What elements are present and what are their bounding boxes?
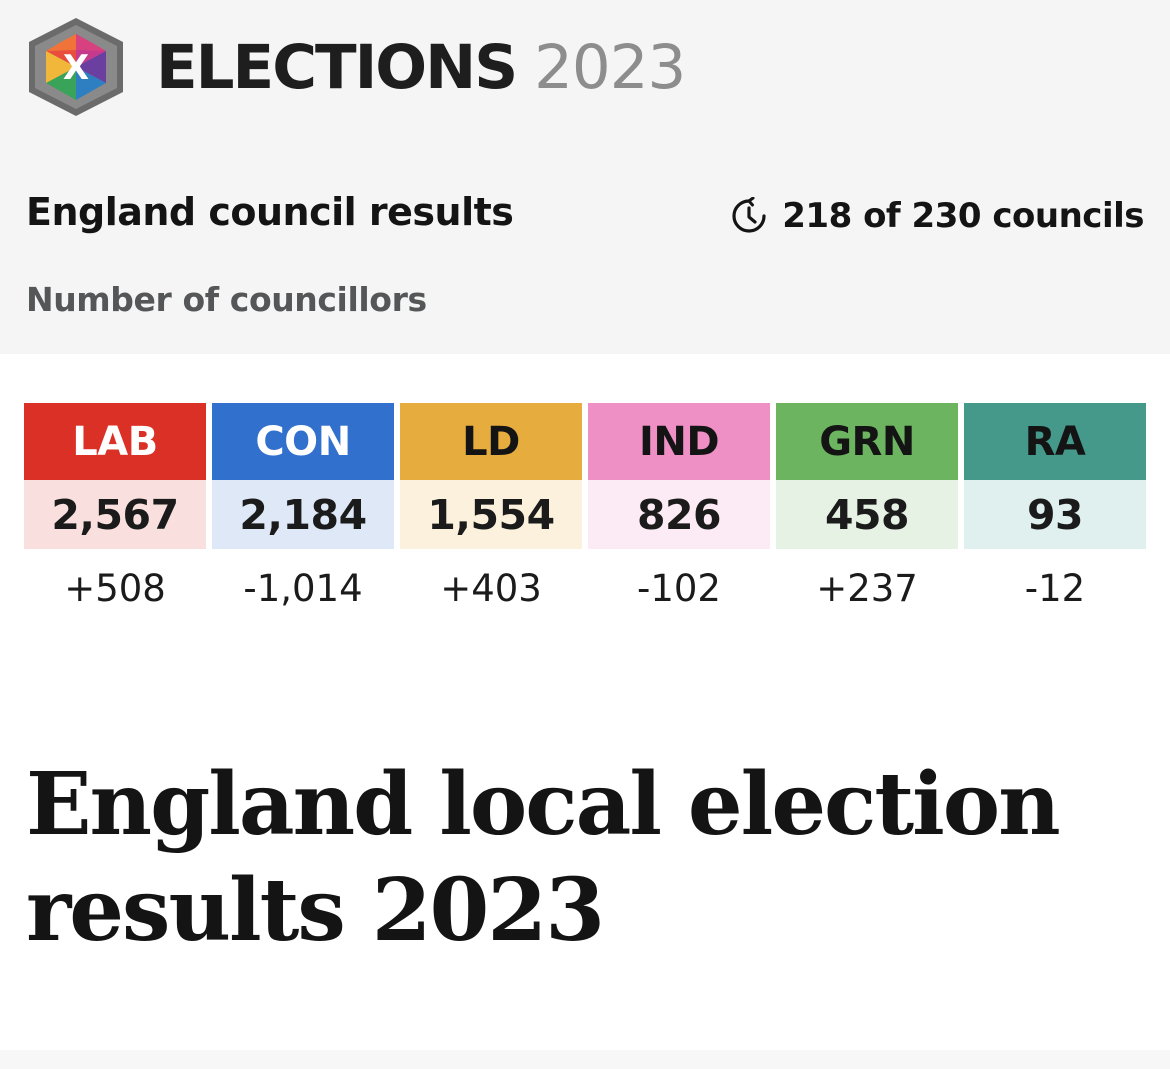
councils-declared: 218 of 230 councils: [730, 196, 1144, 236]
councils-count-text: 218 of 230 councils: [782, 196, 1144, 236]
party-label: IND: [588, 403, 770, 480]
party-card[interactable]: IND 826 -102: [588, 403, 770, 613]
bottom-divider: [0, 1050, 1170, 1069]
refresh-clock-icon: [732, 197, 766, 233]
party-label: CON: [212, 403, 394, 480]
party-card[interactable]: RA 93 -12: [964, 403, 1146, 613]
party-change: +403: [440, 566, 542, 610]
ballot-cube-x-icon: X: [29, 18, 123, 116]
brand-title: ELECTIONS: [156, 31, 518, 103]
party-change: +237: [816, 566, 918, 610]
party-change: -12: [1024, 566, 1086, 610]
logo-mark: X: [63, 48, 89, 88]
party-results: LAB 2,567 +508 CON 2,184 -1,014 LD 1,554…: [24, 403, 1146, 613]
brand-year: 2023: [534, 31, 686, 103]
party-seats: 458: [776, 480, 958, 549]
party-card[interactable]: CON 2,184 -1,014: [212, 403, 394, 613]
party-card[interactable]: LAB 2,567 +508: [24, 403, 206, 613]
party-card[interactable]: GRN 458 +237: [776, 403, 958, 613]
results-subtitle: Number of councillors: [26, 280, 427, 319]
party-label: LD: [400, 403, 582, 480]
party-change: -1,014: [243, 566, 363, 610]
party-label: GRN: [776, 403, 958, 480]
party-seats: 1,554: [400, 480, 582, 549]
party-seats: 93: [964, 480, 1146, 549]
party-seats: 2,184: [212, 480, 394, 549]
results-title: England council results: [26, 190, 514, 234]
party-label: LAB: [24, 403, 206, 480]
party-change: -102: [637, 566, 721, 610]
party-change: +508: [64, 566, 166, 610]
party-card[interactable]: LD 1,554 +403: [400, 403, 582, 613]
elections-brand[interactable]: X ELECTIONS 2023: [24, 18, 686, 116]
party-seats: 2,567: [24, 480, 206, 549]
page-headline: England local election results 2023: [26, 754, 1061, 961]
party-seats: 826: [588, 480, 770, 549]
party-label: RA: [964, 403, 1146, 480]
results-header-panel: X ELECTIONS 2023 England council results…: [0, 0, 1170, 354]
